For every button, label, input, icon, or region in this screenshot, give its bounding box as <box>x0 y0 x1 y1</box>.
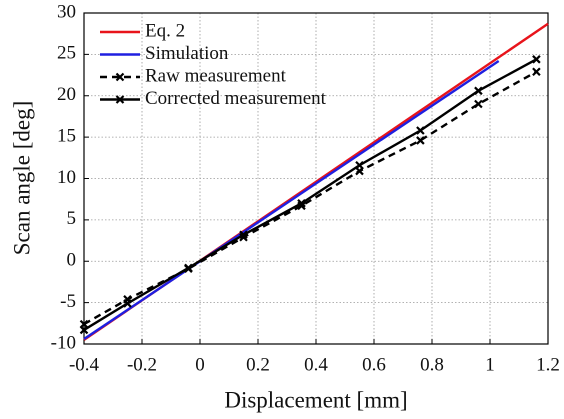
y-tick-label: 10 <box>57 167 76 188</box>
marker <box>123 299 132 308</box>
marker <box>239 230 248 240</box>
marker <box>355 160 364 170</box>
x-axis-title: Displacement [mm] <box>224 387 407 412</box>
marker <box>532 67 541 77</box>
y-tick-label: 15 <box>57 125 76 146</box>
x-tick-label: 1 <box>485 354 495 375</box>
marker <box>416 126 425 135</box>
x-tick-label: 0.2 <box>246 354 270 375</box>
legend-label: Eq. 2 <box>145 20 185 41</box>
y-tick-label: 30 <box>57 1 76 22</box>
series-line <box>83 70 537 326</box>
x-tick-label: -0.2 <box>127 354 157 375</box>
legend-label: Corrected measurement <box>145 88 327 109</box>
plot-frame <box>83 12 549 345</box>
x-tick-label: 0.6 <box>362 354 386 375</box>
x-tick-label: 1.2 <box>536 354 560 375</box>
x-tick-label: 0 <box>195 354 205 375</box>
marker <box>184 263 193 273</box>
x-tick-label: 0.4 <box>304 354 328 375</box>
y-tick-label: 25 <box>57 43 76 64</box>
y-tick-label: 0 <box>67 250 77 271</box>
legend-label: Raw measurement <box>145 65 287 86</box>
marker <box>416 136 425 145</box>
marker <box>532 55 541 64</box>
series-line <box>83 59 500 341</box>
y-axis-title: Scan angle [deg] <box>9 101 34 256</box>
x-tick-label: -0.4 <box>69 354 100 375</box>
marker <box>115 95 125 104</box>
legend-label: Simulation <box>145 43 229 64</box>
y-tick-label: 20 <box>57 84 76 105</box>
marker <box>297 199 306 208</box>
marker <box>79 325 89 335</box>
marker <box>474 86 483 96</box>
y-tick-label: -5 <box>60 291 76 312</box>
y-tick-label: 5 <box>67 208 77 229</box>
x-tick-label: 0.8 <box>420 354 444 375</box>
marker <box>115 72 125 82</box>
y-tick-label: -10 <box>51 332 76 353</box>
marker <box>474 99 483 109</box>
